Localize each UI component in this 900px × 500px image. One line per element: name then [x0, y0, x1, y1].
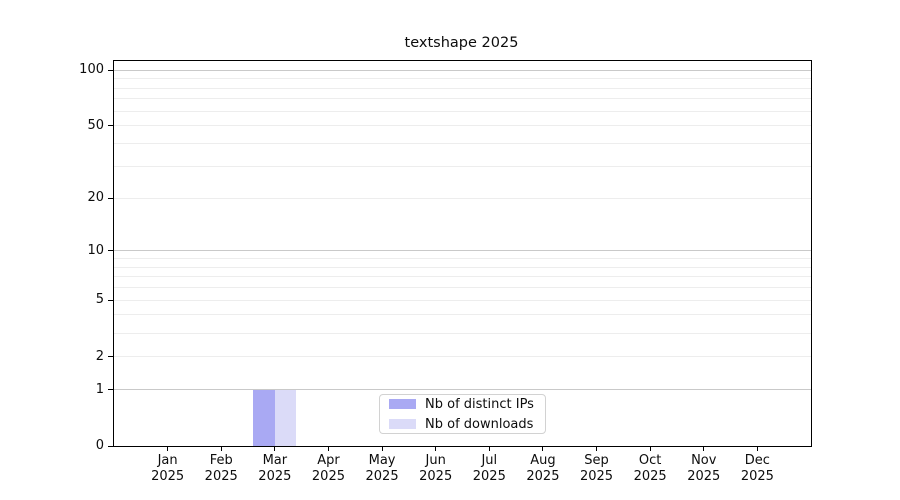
bar-nb-of-downloads [274, 389, 297, 446]
y-tick-label: 50 [87, 117, 104, 133]
x-tick-mark [649, 446, 651, 451]
x-tick-year: 2025 [633, 468, 667, 484]
x-tick-year: 2025 [687, 468, 721, 484]
x-tick-month: Oct [638, 453, 662, 468]
x-tick-month: Sep [584, 453, 609, 468]
minor-gridline [114, 332, 811, 334]
x-tick-month: Apr [317, 453, 340, 468]
x-tick-year: 2025 [258, 468, 292, 484]
x-tick-month: Dec [744, 453, 770, 468]
x-tick-month: Jul [481, 453, 498, 468]
x-tick-month: Jan [157, 453, 178, 468]
y-tick-label: 10 [87, 242, 104, 258]
bar-nb-of-distinct-ips [253, 389, 275, 446]
minor-gridline [114, 165, 811, 167]
minor-gridline [114, 276, 811, 278]
major-gridline [114, 389, 811, 391]
legend-label: Nb of downloads [425, 416, 534, 432]
x-tick-label: Jan 2025 [138, 453, 198, 484]
x-tick-year: 2025 [472, 468, 506, 484]
x-tick-label: Sep 2025 [567, 453, 627, 484]
minor-gridline [114, 125, 811, 127]
y-tick-label: 1 [95, 381, 104, 397]
x-tick-mark [435, 446, 437, 451]
y-tick-mark [108, 389, 113, 391]
x-tick-label: Apr 2025 [298, 453, 358, 484]
chart-title: textshape 2025 [404, 35, 519, 51]
x-tick-year: 2025 [204, 468, 238, 484]
x-tick-mark [274, 446, 276, 451]
x-tick-mark [381, 446, 383, 451]
legend-swatch-icon [389, 399, 416, 409]
x-tick-year: 2025 [740, 468, 774, 484]
minor-gridline [114, 258, 811, 260]
x-tick-mark [703, 446, 705, 451]
minor-gridline [114, 287, 811, 289]
minor-gridline [114, 197, 811, 199]
x-tick-year: 2025 [526, 468, 560, 484]
legend-label: Nb of distinct IPs [425, 396, 534, 412]
minor-gridline [114, 356, 811, 358]
y-tick-mark [108, 125, 113, 127]
x-tick-label: Dec 2025 [727, 453, 787, 484]
x-tick-label: Jul 2025 [459, 453, 519, 484]
legend-row: Nb of downloads [389, 417, 536, 432]
x-tick-year: 2025 [311, 468, 345, 484]
y-tick-mark [108, 197, 113, 199]
x-tick-label: May 2025 [352, 453, 412, 484]
y-tick-mark [108, 299, 113, 301]
y-tick-mark [108, 69, 113, 71]
x-tick-year: 2025 [419, 468, 453, 484]
major-gridline [114, 250, 811, 252]
y-tick-mark [108, 356, 113, 358]
x-tick-label: Jun 2025 [406, 453, 466, 484]
y-tick-label: 20 [87, 190, 104, 206]
x-tick-mark [542, 446, 544, 451]
x-tick-month: Mar [262, 453, 288, 468]
minor-gridline [114, 110, 811, 112]
x-tick-mark [596, 446, 598, 451]
x-tick-year: 2025 [151, 468, 185, 484]
y-tick-label: 0 [95, 438, 104, 453]
minor-gridline [114, 78, 811, 80]
minor-gridline [114, 314, 811, 316]
y-tick-label: 100 [79, 62, 104, 78]
x-tick-label: Feb 2025 [191, 453, 251, 484]
x-tick-mark [167, 446, 169, 451]
y-tick-mark [108, 445, 113, 447]
x-tick-year: 2025 [579, 468, 614, 484]
x-tick-label: Oct 2025 [620, 453, 680, 484]
legend-row: Nb of distinct IPs [389, 397, 536, 412]
x-tick-month: Feb [209, 453, 233, 468]
minor-gridline [114, 87, 811, 89]
y-tick-label: 2 [95, 348, 104, 364]
x-tick-month: Aug [530, 453, 556, 468]
y-tick-label: 5 [95, 292, 104, 308]
minor-gridline [114, 98, 811, 100]
x-tick-label: Mar 2025 [245, 453, 305, 484]
minor-gridline [114, 143, 811, 145]
x-tick-month: May [368, 453, 396, 468]
legend-swatch-icon [389, 419, 416, 429]
x-tick-label: Aug 2025 [513, 453, 573, 484]
x-tick-month: Jun [425, 453, 446, 468]
x-tick-mark [488, 446, 490, 451]
x-tick-label: Nov 2025 [674, 453, 734, 484]
x-tick-mark [220, 446, 222, 451]
x-tick-year: 2025 [365, 468, 399, 484]
minor-gridline [114, 299, 811, 301]
major-gridline [114, 69, 811, 71]
y-tick-mark [108, 250, 113, 252]
x-tick-mark [756, 446, 758, 451]
plot-area: Nb of distinct IPs Nb of downloads 0 1 2 5 10… [79, 60, 812, 484]
legend: Nb of distinct IPs Nb of downloads [379, 394, 546, 434]
x-tick-month: Nov [691, 453, 717, 468]
minor-gridline [114, 266, 811, 268]
x-tick-mark [327, 446, 329, 451]
